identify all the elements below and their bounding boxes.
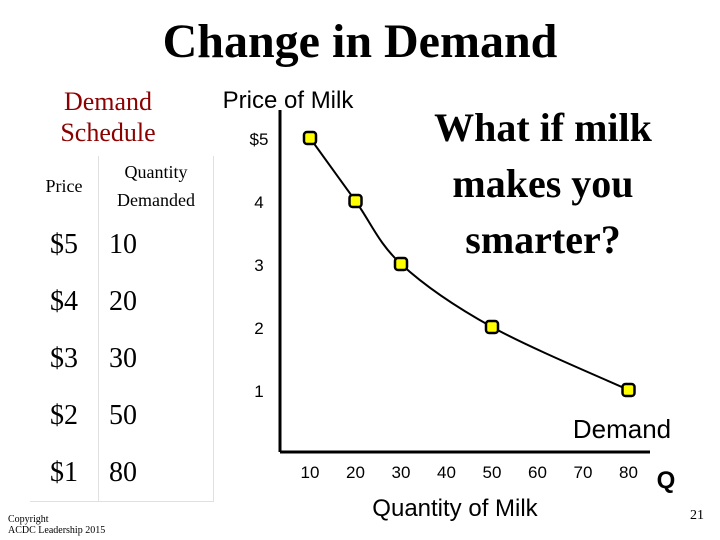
x-tick-label: 30 bbox=[392, 463, 411, 482]
header-price: Price bbox=[30, 156, 99, 216]
qty-cell: 80 bbox=[98, 444, 214, 502]
table-header-row: Price Quantity Demanded bbox=[30, 156, 214, 216]
x-tick-label: 80 bbox=[619, 463, 638, 482]
y-tick-labels: 1 2 3 4 $5 bbox=[250, 130, 269, 401]
x-tick-label: 40 bbox=[437, 463, 456, 482]
x-tick-label: 70 bbox=[574, 463, 593, 482]
qty-cell: 20 bbox=[98, 273, 214, 330]
copyright: Copyright ACDC Leadership 2015 bbox=[8, 514, 105, 536]
x-axis-title: Quantity of Milk bbox=[372, 495, 538, 522]
y-tick-label: 2 bbox=[254, 319, 263, 338]
copyright-line1: Copyright bbox=[8, 514, 49, 525]
x-tick-label: 60 bbox=[528, 463, 547, 482]
demand-markers bbox=[302, 130, 636, 398]
slide-title: Change in Demand bbox=[162, 15, 558, 68]
x-axis-symbol: Q bbox=[657, 467, 676, 494]
qty-cell: 30 bbox=[98, 330, 214, 387]
schedule-title-line1: Demand bbox=[63, 87, 153, 116]
data-point-marker bbox=[348, 193, 363, 209]
header-qty-line1: Quantity bbox=[124, 162, 188, 182]
table-row: $2 50 bbox=[30, 387, 214, 444]
table-row: $5 10 bbox=[30, 216, 214, 273]
x-tick-label: 10 bbox=[301, 463, 320, 482]
header-qty-line2: Demanded bbox=[117, 190, 195, 210]
x-tick-label: 20 bbox=[346, 463, 365, 482]
y-tick-label: 1 bbox=[254, 382, 263, 401]
y-axis-title: Price of Milk bbox=[223, 87, 355, 114]
y-tick-label: 3 bbox=[254, 256, 263, 275]
data-point-marker bbox=[484, 319, 500, 335]
table-row: $4 20 bbox=[30, 273, 214, 330]
price-cell: $3 bbox=[30, 330, 99, 387]
table-row: $3 30 bbox=[30, 330, 214, 387]
schedule-title: Demand Schedule bbox=[28, 86, 188, 148]
demand-curve bbox=[309, 137, 629, 391]
demand-schedule-table: Price Quantity Demanded $5 10 $4 20 $3 3… bbox=[30, 156, 214, 502]
price-cell: $2 bbox=[30, 387, 99, 444]
schedule-title-line2: Schedule bbox=[60, 118, 156, 147]
qty-cell: 10 bbox=[98, 216, 214, 273]
slide-number: 21 bbox=[690, 508, 704, 523]
data-point-marker bbox=[302, 130, 318, 146]
question-text: What if milk makes you smarter? bbox=[434, 105, 652, 262]
x-tick-label: 50 bbox=[483, 463, 502, 482]
copyright-line2: ACDC Leadership 2015 bbox=[8, 525, 106, 536]
data-point-marker bbox=[393, 256, 409, 272]
y-tick-label: 4 bbox=[254, 193, 263, 212]
price-cell: $5 bbox=[30, 216, 99, 273]
series-label-demand: Demand bbox=[573, 414, 671, 444]
header-quantity-demanded: Quantity Demanded bbox=[98, 156, 214, 216]
table-row: $1 80 bbox=[30, 444, 214, 502]
y-tick-label: $5 bbox=[250, 130, 269, 149]
price-cell: $1 bbox=[30, 444, 99, 502]
qty-cell: 50 bbox=[98, 387, 214, 444]
data-point-marker bbox=[621, 382, 636, 398]
price-cell: $4 bbox=[30, 273, 99, 330]
x-tick-labels: 10 20 30 40 50 60 70 80 bbox=[301, 463, 638, 482]
